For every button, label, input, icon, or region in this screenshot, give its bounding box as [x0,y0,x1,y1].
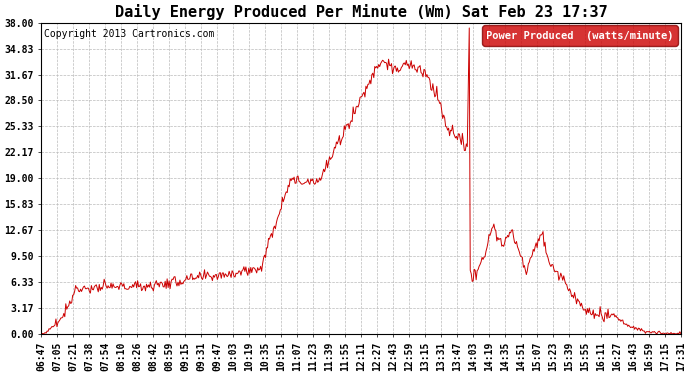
Title: Daily Energy Produced Per Minute (Wm) Sat Feb 23 17:37: Daily Energy Produced Per Minute (Wm) Sa… [115,4,607,20]
Text: Copyright 2013 Cartronics.com: Copyright 2013 Cartronics.com [44,29,215,39]
Legend: Power Produced  (watts/minute): Power Produced (watts/minute) [482,26,678,45]
